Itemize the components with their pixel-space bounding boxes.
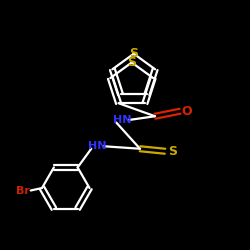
Text: S: S (127, 56, 136, 69)
Text: HN: HN (113, 115, 132, 125)
Text: Br: Br (16, 186, 30, 196)
Text: HN: HN (88, 141, 107, 151)
Text: S: S (129, 47, 138, 60)
Text: S: S (168, 145, 177, 158)
Text: O: O (182, 105, 192, 118)
